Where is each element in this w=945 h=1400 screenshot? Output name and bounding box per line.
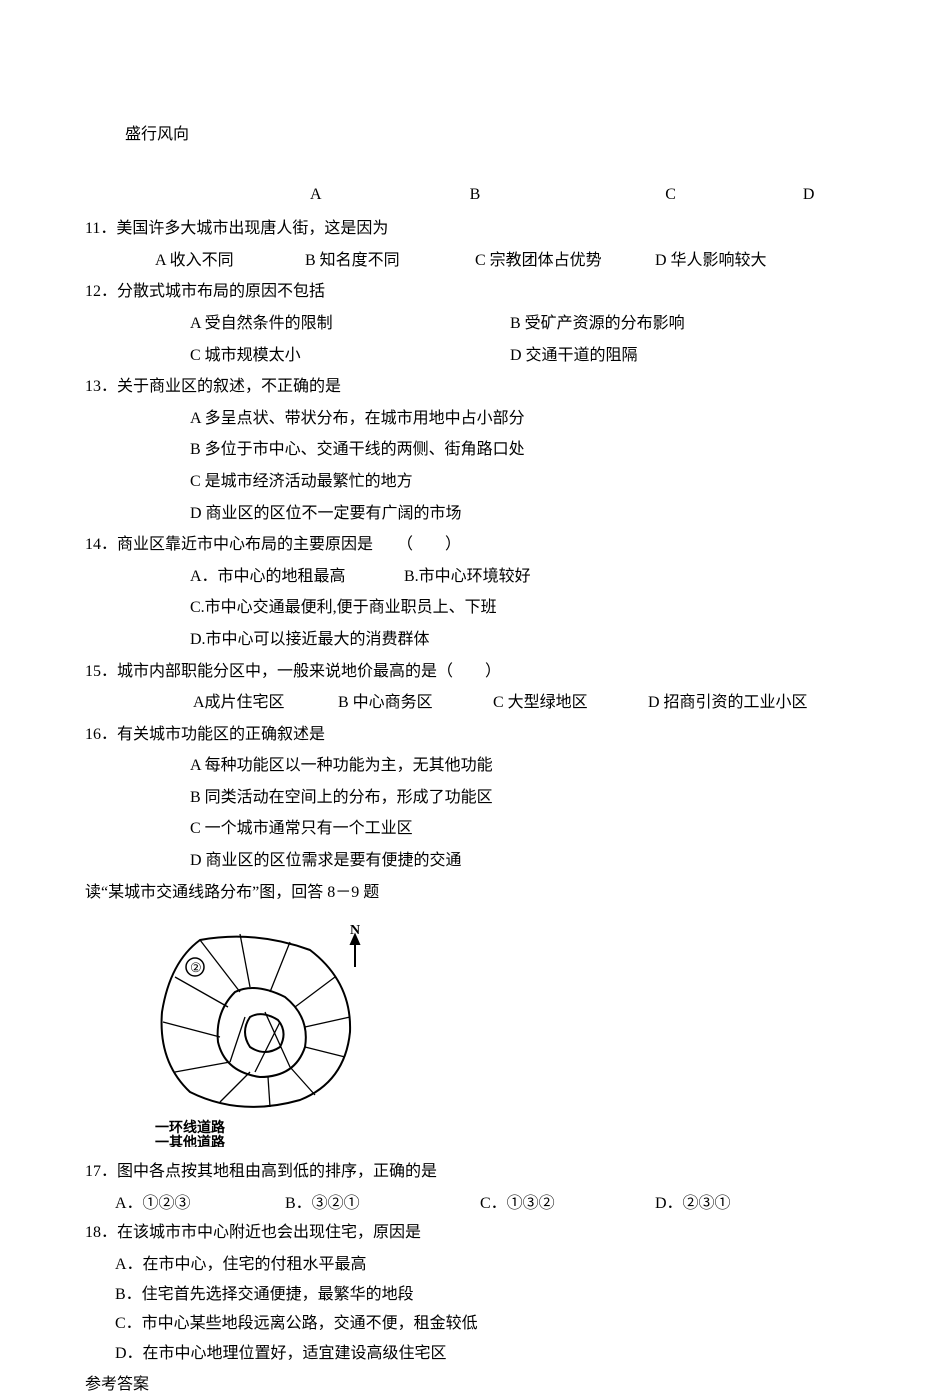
label-b: B xyxy=(470,180,481,210)
q15-options: A成片住宅区 B 中心商务区 C 大型绿地区 D 招商引资的工业小区 xyxy=(193,688,860,718)
q14-a: A．市中心的地租最高 xyxy=(190,562,400,592)
q15-a: A成片住宅区 xyxy=(193,688,338,718)
q16-stem: 16．有关城市功能区的正确叙述是 xyxy=(85,720,860,750)
q18-c: C．市中心某些地段远离公路，交通不便，租金较低 xyxy=(115,1309,860,1339)
q12-a: A 受自然条件的限制 xyxy=(190,309,510,339)
q18-a: A．在市中心，住宅的付租水平最高 xyxy=(115,1250,860,1280)
q15-d: D 招商引资的工业小区 xyxy=(648,688,808,718)
q17-options: A．①②③ B．③②① C．①③② D．②③① xyxy=(115,1189,860,1219)
q15-b: B 中心商务区 xyxy=(338,688,493,718)
map-intro: 读“某城市交通线路分布”图，回答 8－9 题 xyxy=(85,878,860,908)
q17-b: B．③②① xyxy=(285,1189,480,1219)
q12-stem: 12．分散式城市布局的原因不包括 xyxy=(85,277,860,307)
q13-stem: 13．关于商业区的叙述，不正确的是 xyxy=(85,372,860,402)
q11-b: B 知名度不同 xyxy=(305,246,475,276)
map-svg: ② N 一环线道路 一其他道路 xyxy=(140,922,380,1147)
q16-c: C 一个城市通常只有一个工业区 xyxy=(190,814,860,844)
q14-row1: A．市中心的地租最高 B.市中心环境较好 xyxy=(190,562,860,592)
q15-c: C 大型绿地区 xyxy=(493,688,648,718)
q13-c: C 是城市经济活动最繁忙的地方 xyxy=(190,467,860,497)
q11-stem: 11．美国许多大城市出现唐人街，这是因为 xyxy=(85,214,860,244)
label-c: C xyxy=(665,180,676,210)
q11-c: C 宗教团体占优势 xyxy=(475,246,655,276)
map-figure: ② N 一环线道路 一其他道路 xyxy=(140,922,380,1147)
q13-d: D 商业区的区位不一定要有广阔的市场 xyxy=(190,499,860,529)
q11-d: D 华人影响较大 xyxy=(655,246,767,276)
q13-a: A 多呈点状、带状分布，在城市用地中占小部分 xyxy=(190,404,860,434)
q11-a: A 收入不同 xyxy=(155,246,305,276)
legend-line2: 一其他道路 xyxy=(155,1134,226,1147)
q15-stem: 15．城市内部职能分区中，一般来说地价最高的是（ ） xyxy=(85,657,860,687)
q16-a: A 每种功能区以一种功能为主，无其他功能 xyxy=(190,751,860,781)
q17-d: D．②③① xyxy=(655,1189,731,1219)
q14-stem: 14．商业区靠近市中心布局的主要原因是 （ ） xyxy=(85,530,860,560)
header-text: 盛行风向 xyxy=(125,120,860,150)
legend-line1: 一环线道路 xyxy=(155,1119,226,1136)
label-a: A xyxy=(310,180,322,210)
svg-text:N: N xyxy=(350,923,360,938)
q12-b: B 受矿产资源的分布影响 xyxy=(510,309,685,339)
label-d: D xyxy=(803,180,815,210)
q18-b: B．住宅首先选择交通便捷，最繁华的地段 xyxy=(115,1280,860,1310)
q16-b: B 同类活动在空间上的分布，形成了功能区 xyxy=(190,783,860,813)
q17-stem: 17．图中各点按其地租由高到低的排序，正确的是 xyxy=(85,1157,860,1187)
q11-options: A 收入不同 B 知名度不同 C 宗教团体占优势 D 华人影响较大 xyxy=(155,246,860,276)
q14-b: B.市中心环境较好 xyxy=(404,568,531,585)
q13-b: B 多位于市中心、交通干线的两侧、街角路口处 xyxy=(190,435,860,465)
q12-row1: A 受自然条件的限制 B 受矿产资源的分布影响 xyxy=(190,309,860,339)
q18-d: D．在市中心地理位置好，适宜建设高级住宅区 xyxy=(115,1339,860,1369)
options-label-row: A B C D xyxy=(85,180,860,210)
q12-c: C 城市规模太小 xyxy=(190,341,510,371)
q17-c: C．①③② xyxy=(480,1189,655,1219)
q17-a: A．①②③ xyxy=(115,1189,285,1219)
q14-d: D.市中心可以接近最大的消费群体 xyxy=(190,625,860,655)
q12-d: D 交通干道的阻隔 xyxy=(510,341,638,371)
q12-row2: C 城市规模太小 D 交通干道的阻隔 xyxy=(190,341,860,371)
q16-d: D 商业区的区位需求是要有便捷的交通 xyxy=(190,846,860,876)
q18-stem: 18．在该城市市中心附近也会出现住宅，原因是 xyxy=(85,1218,860,1248)
svg-text:②: ② xyxy=(190,960,202,975)
answers-label: 参考答案 xyxy=(85,1370,860,1400)
q14-c: C.市中心交通最便利,便于商业职员上、下班 xyxy=(190,593,860,623)
